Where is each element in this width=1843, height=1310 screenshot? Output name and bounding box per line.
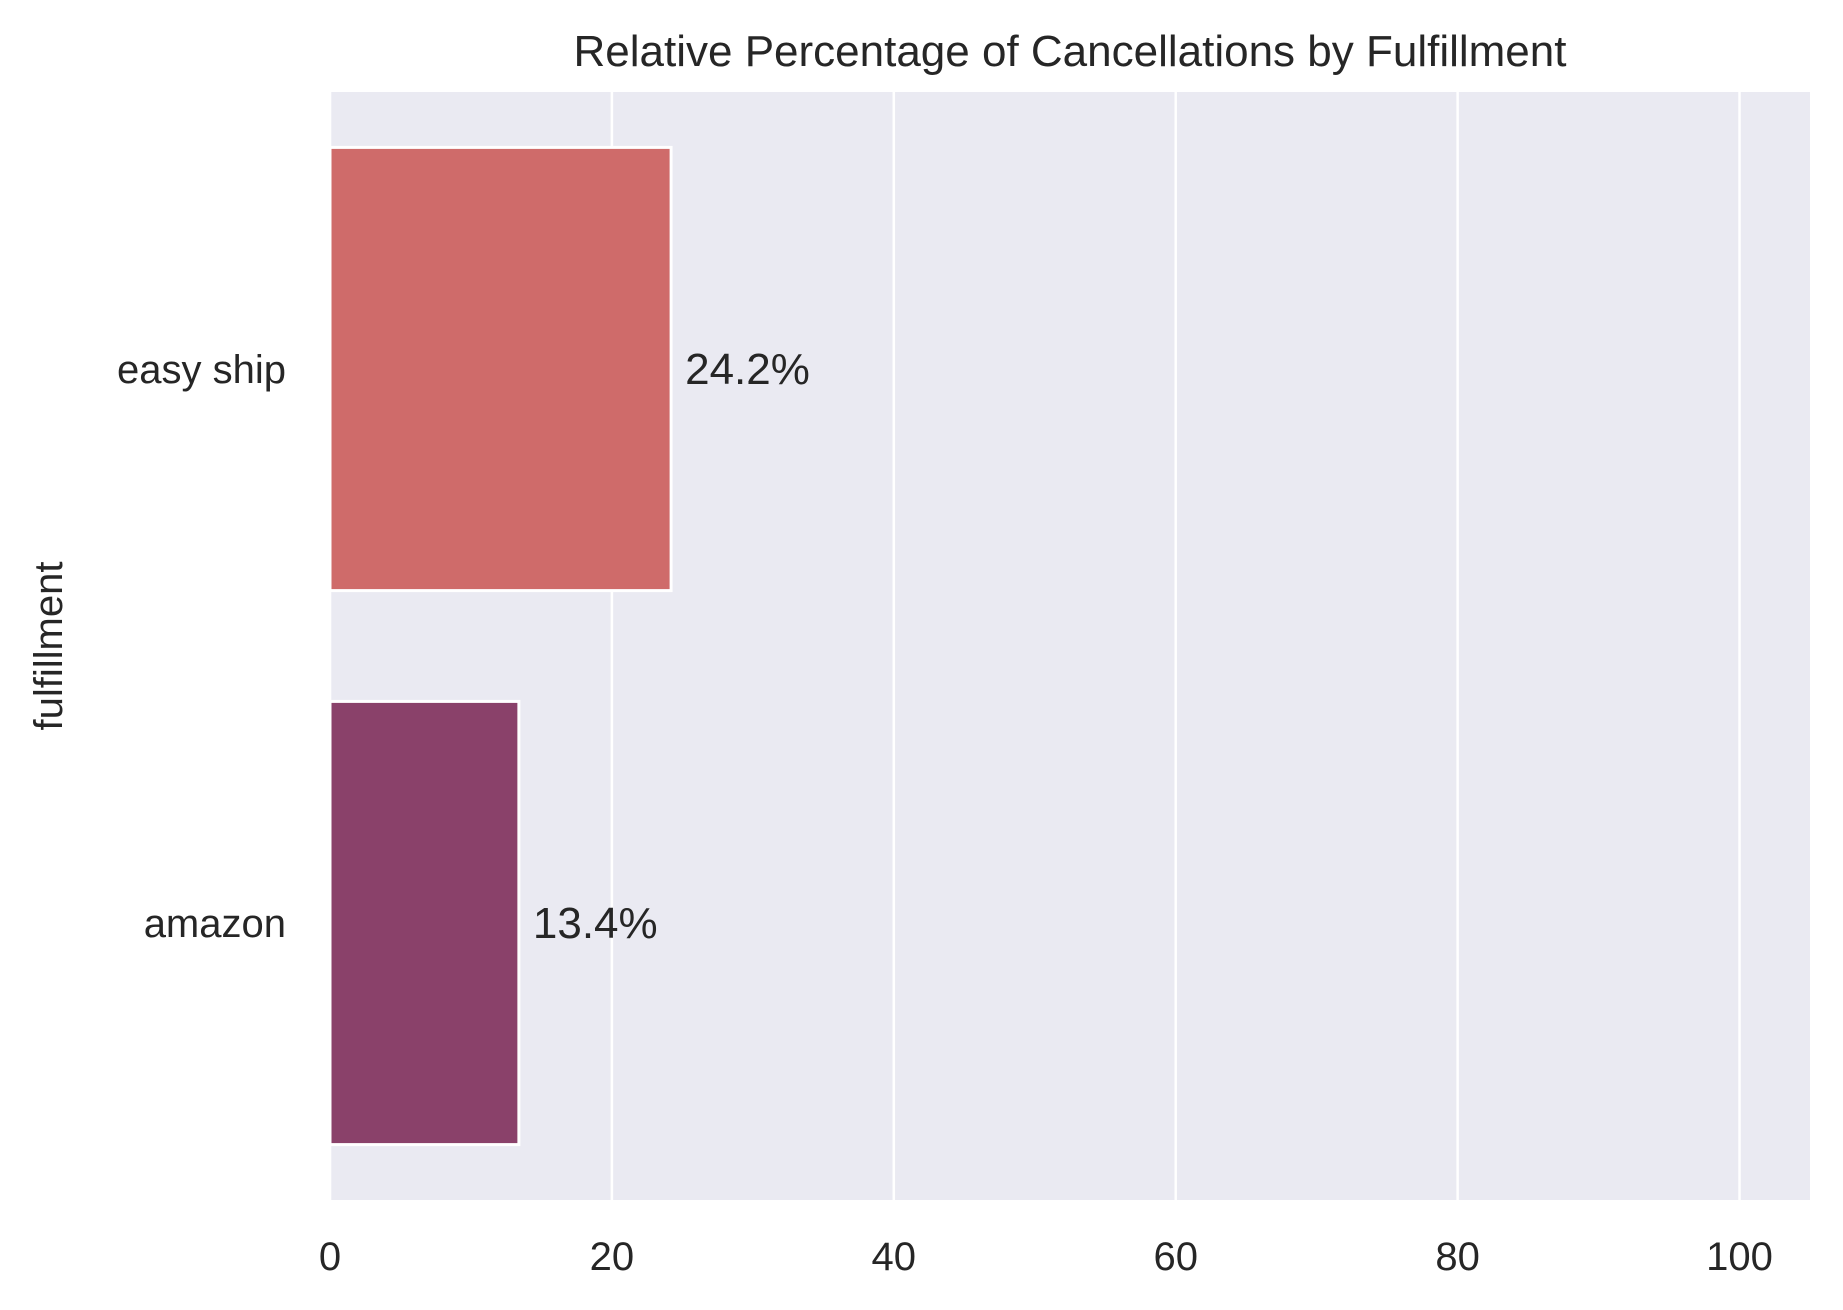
- y-tick-labels: easy ship amazon: [117, 348, 286, 946]
- bar-amazon: [328, 699, 521, 1147]
- data-labels: 24.2% 13.4%: [533, 345, 810, 948]
- x-tick-label-20: 20: [590, 1235, 635, 1279]
- x-tick-label-40: 40: [872, 1235, 917, 1279]
- chart-title: Relative Percentage of Cancellations by …: [574, 27, 1567, 76]
- data-label-easy-ship: 24.2%: [685, 345, 810, 394]
- y-tick-label-easy-ship: easy ship: [117, 348, 286, 392]
- x-tick-labels: 0 20 40 60 80 100: [319, 1235, 1773, 1279]
- y-axis-label: fulfillment: [27, 562, 71, 731]
- bar-easy-ship: [328, 145, 673, 593]
- y-tick-label-amazon: amazon: [144, 902, 286, 946]
- x-tick-label-60: 60: [1153, 1235, 1198, 1279]
- data-label-amazon: 13.4%: [533, 899, 658, 948]
- bars: [328, 145, 673, 1147]
- x-tick-label-0: 0: [319, 1235, 341, 1279]
- x-tick-label-100: 100: [1706, 1235, 1773, 1279]
- x-tick-label-80: 80: [1435, 1235, 1480, 1279]
